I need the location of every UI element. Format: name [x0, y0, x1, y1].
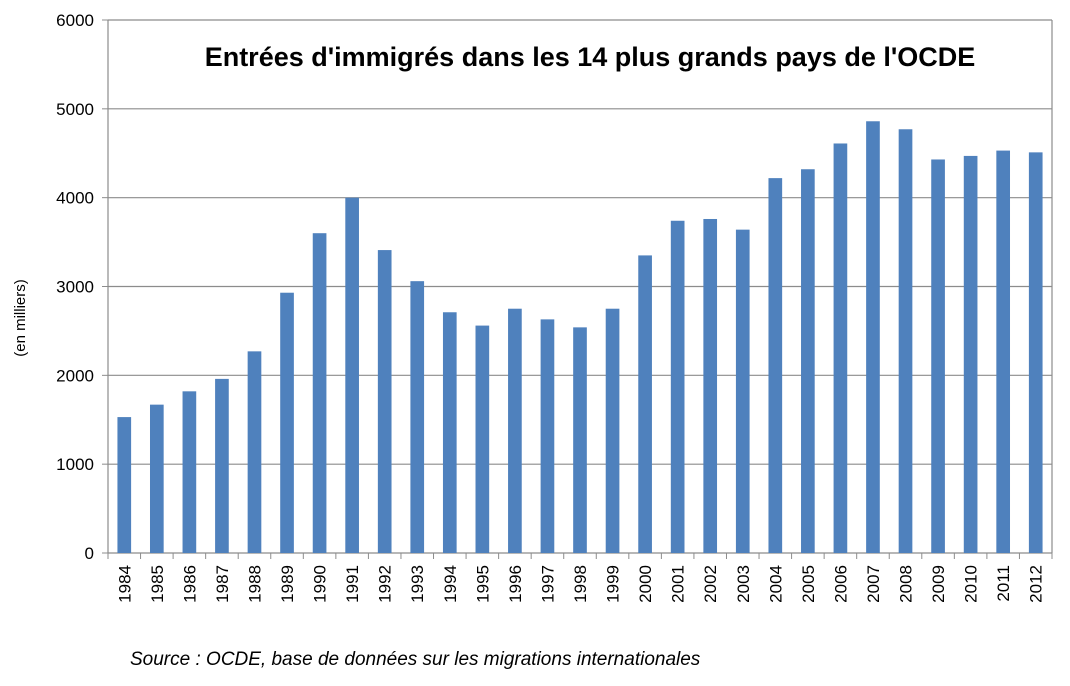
bar-2012	[1028, 152, 1043, 553]
x-tick-label: 1986	[180, 565, 199, 603]
x-tick-label: 1995	[473, 565, 492, 603]
bar-2011	[996, 150, 1011, 553]
bar-2000	[638, 255, 652, 554]
x-tick-label: 1992	[376, 565, 395, 603]
x-tick-label: 1984	[115, 565, 134, 603]
y-axis-label: (en milliers)	[12, 279, 29, 357]
x-tick-label: 1988	[245, 565, 264, 603]
x-tick-label: 2007	[864, 565, 883, 603]
bar-1987	[215, 378, 229, 553]
y-tick-label: 2000	[56, 366, 94, 385]
bar-2003	[735, 229, 750, 553]
x-tick-label: 1989	[278, 565, 297, 603]
y-tick-label: 3000	[56, 278, 94, 297]
x-tick-label: 1985	[148, 565, 167, 603]
bar-1994	[442, 312, 457, 553]
x-tick-label: 1987	[213, 565, 232, 603]
y-tick-label: 6000	[56, 11, 94, 30]
bar-1984	[117, 417, 132, 553]
x-tick-label: 2011	[994, 565, 1013, 602]
x-tick-label: 2003	[734, 565, 753, 603]
y-tick-label: 5000	[56, 100, 94, 119]
y-tick-label: 0	[85, 544, 94, 563]
x-tick-label: 1998	[571, 565, 590, 603]
x-tick-label: 2008	[897, 565, 916, 603]
x-tick-label: 1990	[311, 565, 330, 603]
bar-2005	[801, 169, 815, 554]
bar-2008	[898, 129, 913, 553]
x-tick-label: 1994	[441, 565, 460, 603]
x-tick-label: 1993	[408, 565, 427, 603]
x-tick-label: 1997	[538, 565, 557, 603]
bar-1995	[475, 325, 490, 553]
bar-1991	[345, 197, 359, 553]
x-tick-label: 1996	[506, 565, 525, 603]
bar-2009	[931, 159, 945, 554]
bar-1999	[605, 308, 620, 553]
bars	[117, 121, 1043, 554]
bar-1998	[573, 327, 587, 553]
bar-2006	[833, 143, 848, 553]
y-tick-label: 1000	[56, 455, 94, 474]
y-tick-labels: 0 1000 2000 3000 4000 5000 6000	[56, 11, 94, 563]
bar-2002	[703, 218, 718, 553]
x-tick-labels: 1984 1985 1986 1987 1988 1989 1990 1991 1992 1993…	[115, 565, 1045, 603]
x-tick-label: 2002	[701, 565, 720, 603]
bar-2010	[963, 155, 978, 554]
bar-1990	[312, 233, 327, 553]
x-tick-label: 2005	[799, 565, 818, 603]
bar-1993	[410, 281, 425, 553]
source-note: Source : OCDE, base de données sur les m…	[130, 649, 701, 670]
x-tick-label: 2000	[636, 565, 655, 603]
gridlines	[108, 19, 1052, 465]
x-tick-label: 2009	[929, 565, 948, 603]
bar-1997	[540, 319, 555, 553]
x-tick-label: 2006	[831, 565, 850, 603]
x-tick-label: 2010	[962, 565, 981, 603]
bar-1992	[377, 250, 392, 553]
bar-2004	[768, 178, 783, 553]
y-tick-label: 4000	[56, 189, 94, 208]
bar-1989	[280, 292, 294, 553]
bar-1986	[182, 391, 197, 553]
x-tick-label: 2004	[766, 565, 785, 603]
x-tick-label: 2001	[669, 565, 688, 603]
bar-1996	[508, 308, 522, 553]
bar-2001	[670, 220, 685, 553]
bar-2007	[866, 121, 880, 554]
x-tick-label: 2012	[1027, 565, 1046, 603]
chart-title: Entrées d'immigrés dans les 14 plus gran…	[205, 42, 976, 72]
bar-1985	[149, 404, 164, 553]
x-tick-label: 1991	[343, 565, 362, 603]
bar-1988	[247, 351, 262, 553]
x-tick-label: 1999	[604, 565, 623, 603]
